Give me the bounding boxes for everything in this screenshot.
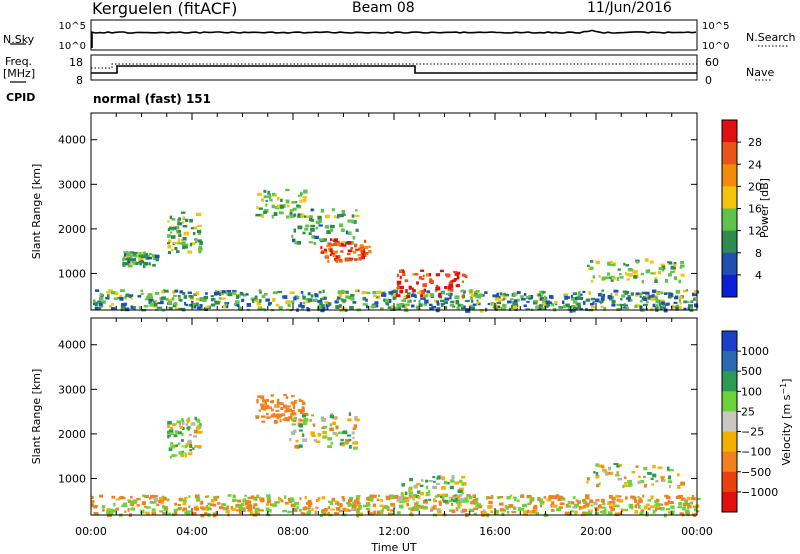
time-tick-label-3: 12:00 — [378, 525, 410, 538]
power-heatmap-cells — [93, 188, 699, 313]
velocity-colorbar-swatch-1 — [722, 351, 737, 372]
nave-trace — [91, 63, 697, 69]
time-tick-label-0: 00:00 — [75, 525, 107, 538]
velocity-colorbar-swatch-2 — [722, 371, 737, 392]
freq-label-line1: Freq. — [5, 55, 33, 68]
velocity-ylabel: Slant Range [km] — [30, 369, 43, 465]
velocity-colorbar-frame — [721, 330, 738, 513]
power-colorbar-swatch-5 — [722, 230, 737, 254]
power-ytick-label-3: 4000 — [58, 134, 86, 147]
velocity-colorbar-swatch-0 — [722, 331, 737, 352]
power-colorbar-swatch-3 — [722, 186, 737, 209]
date-title: 11/Jun/2016 — [587, 0, 672, 16]
velocity-colorbar-tick-1: 500 — [741, 365, 762, 378]
power-colorbar-swatch-6 — [722, 252, 737, 276]
velocity-heatmap-cells — [91, 393, 701, 518]
power-colorbar-tick-0: 28 — [748, 136, 762, 149]
velocity-colorbar-tick-0: 1000 — [741, 345, 769, 358]
velocity-colorbar-tick-3: 25 — [741, 405, 755, 418]
velocity-ytick-label-1: 2000 — [58, 428, 86, 441]
velocity-colorbar-swatch-7 — [722, 471, 737, 493]
velocity-colorbar-swatch-4 — [722, 411, 737, 432]
cpid-value: normal (fast) 151 — [93, 92, 211, 106]
time-tick-label-5: 20:00 — [580, 525, 612, 538]
velocity-ytick-label-3: 4000 — [58, 339, 86, 352]
velocity-colorbar-swatch-5 — [722, 431, 737, 453]
noise-right-tick-top: 10^5 — [702, 21, 729, 32]
velocity-ytick-label-2: 3000 — [58, 383, 86, 396]
power-ytick-label-1: 2000 — [58, 223, 86, 236]
power-panel-frame — [90, 112, 698, 311]
freq-right-tick-top: 60 — [705, 56, 719, 69]
velocity-panel-frame — [90, 317, 698, 516]
noise-sky-label: N.Sky — [3, 33, 35, 46]
cpid-label: CPID — [6, 91, 36, 104]
power-colorbar-swatch-7 — [722, 274, 737, 298]
noise-search-label: N.Search — [746, 31, 796, 44]
power-colorbar-swatch-0 — [722, 120, 737, 143]
time-tick-label-4: 16:00 — [479, 525, 511, 538]
power-ytick-label-2: 3000 — [58, 178, 86, 191]
freq-trace — [91, 65, 697, 74]
power-ylabel: Slant Range [km] — [30, 164, 43, 260]
freq-right-tick-bottom: 0 — [705, 74, 712, 87]
noise-sky-trace — [91, 29, 697, 48]
velocity-colorbar-swatch-8 — [722, 491, 737, 513]
power-colorbar-tick-3: 16 — [748, 203, 762, 216]
freq-label-line2: [MHz] — [3, 67, 36, 80]
velocity-colorbar-tick-6: −500 — [741, 466, 771, 479]
noise-left-tick-top: 10^5 — [59, 21, 86, 32]
station-title: Kerguelen (fitACF) — [92, 0, 238, 18]
noise-right-tick-bottom: 10^0 — [702, 41, 729, 52]
velocity-colorbar-swatch-3 — [722, 391, 737, 412]
power-colorbar-tick-5: 8 — [755, 247, 762, 260]
time-tick-label-2: 08:00 — [277, 525, 309, 538]
freq-left-tick-top: 18 — [69, 56, 83, 69]
power-colorbar-swatch-4 — [722, 208, 737, 232]
freq-left-tick-bottom: 8 — [76, 74, 83, 87]
power-ytick-label-0: 1000 — [58, 267, 86, 280]
velocity-colorbar-tick-7: −1000 — [741, 486, 778, 499]
noise-left-tick-bottom: 10^0 — [59, 41, 86, 52]
power-colorbar-tick-4: 12 — [748, 225, 762, 238]
power-colorbar-tick-6: 4 — [755, 269, 762, 282]
time-tick-label-1: 04:00 — [176, 525, 208, 538]
power-colorbar-swatch-2 — [722, 164, 737, 187]
nave-label: Nave — [746, 66, 775, 79]
velocity-colorbar-tick-5: −100 — [741, 446, 771, 459]
freq-panel-frame — [90, 54, 698, 81]
time-tick-label-6: 00:00 — [681, 525, 713, 538]
beam-title: Beam 08 — [352, 0, 415, 16]
velocity-colorbar-tick-4: −25 — [741, 426, 764, 439]
power-colorbar-label: Power [dB] — [758, 178, 771, 238]
velocity-ytick-label-0: 1000 — [58, 472, 86, 485]
power-colorbar-swatch-1 — [722, 142, 737, 165]
velocity-colorbar-tick-2: 100 — [741, 385, 762, 398]
power-colorbar-tick-2: 20 — [748, 180, 762, 193]
time-axis-label: Time UT — [370, 541, 416, 554]
velocity-colorbar-swatch-6 — [722, 451, 737, 473]
power-colorbar-tick-1: 24 — [748, 158, 762, 171]
velocity-colorbar-label: Velocity [m s−1] — [779, 379, 793, 466]
noise-panel-frame — [90, 19, 698, 51]
